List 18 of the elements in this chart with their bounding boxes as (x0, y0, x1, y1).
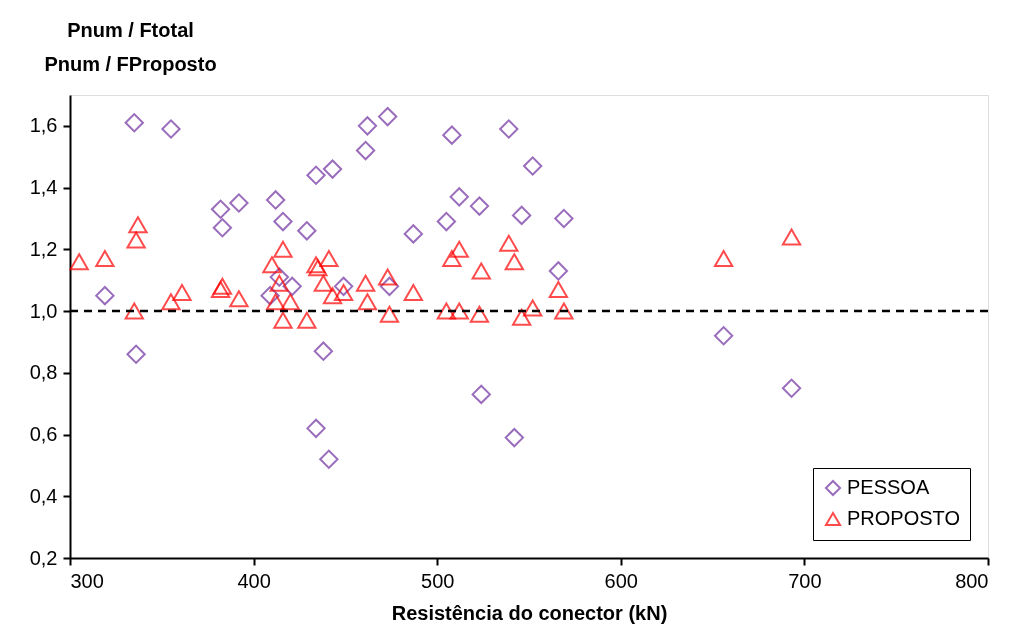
y-tick-label: 0,6 (29, 423, 58, 446)
y-tick-label: 1,4 (29, 176, 58, 199)
y-tick-label: 1,0 (29, 299, 58, 322)
x-tick-label: 300 (70, 569, 104, 592)
y-tick-label: 0,4 (29, 484, 58, 507)
y-tick-label: 1,2 (29, 237, 58, 260)
x-tick-label: 600 (604, 569, 638, 592)
legend-label: PROPOSTO (847, 507, 960, 529)
legend-label: PESSOA (847, 476, 930, 498)
x-tick-label: 800 (955, 569, 989, 592)
x-tick-label: 400 (237, 569, 271, 592)
y-tick-label: 1,6 (29, 114, 58, 137)
x-tick-label: 500 (421, 569, 455, 592)
y-tick-label: 0,2 (29, 546, 58, 569)
y-tick-label: 0,8 (29, 361, 58, 384)
x-axis-title: Resistência do conector (kN) (391, 601, 668, 624)
y-axis-title: Pnum / Ftotal Pnum / FProposto (44, 18, 217, 75)
x-tick-label: 700 (788, 569, 822, 592)
